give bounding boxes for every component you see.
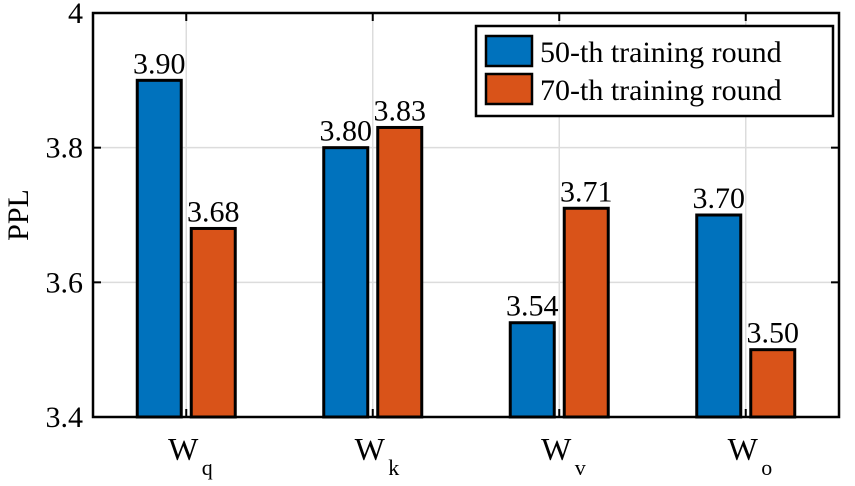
data-label: 3.83 (374, 94, 427, 127)
bar (562, 206, 610, 419)
y-tick-label: 3.4 (46, 401, 84, 434)
x-tick-label: W (168, 431, 199, 467)
x-tick-label-subscript: v (575, 455, 586, 480)
legend-swatch (484, 72, 534, 106)
axes-box (91, 11, 841, 419)
bar (189, 226, 237, 419)
y-tick-label: 4 (68, 0, 83, 30)
x-tick-label-subscript: k (388, 455, 399, 480)
x-tick-label: W (541, 431, 572, 467)
x-tick-label: W (355, 431, 386, 467)
y-axis-label: PPL (2, 189, 35, 241)
data-label: 3.54 (506, 290, 559, 323)
legend-label: 70-th training round (540, 74, 782, 107)
legend: 50-th training round 70-th training round (474, 24, 835, 118)
y-tick-label: 3.8 (46, 132, 84, 165)
legend-box (474, 24, 835, 118)
data-labels: 3.90 3.80 3.54 3.70 3.68 3.83 3.71 3.50 (133, 47, 799, 349)
data-label: 3.68 (187, 195, 240, 228)
bar (508, 321, 556, 419)
legend-label: 50-th training round (540, 36, 782, 69)
legend-swatch (484, 34, 534, 68)
bars (135, 78, 797, 419)
data-label: 3.50 (747, 317, 800, 350)
bar (376, 125, 424, 419)
bar (135, 78, 183, 419)
data-label: 3.80 (320, 115, 373, 148)
data-label: 3.90 (133, 47, 186, 80)
data-label: 3.70 (693, 182, 746, 215)
data-label: 3.71 (560, 175, 613, 208)
x-tick-label-subscript: q (202, 455, 213, 480)
bar (322, 146, 370, 419)
x-tick-label-subscript: o (761, 455, 772, 480)
bar (695, 213, 743, 419)
bar (749, 348, 797, 419)
y-tick-label: 3.6 (46, 266, 84, 299)
x-tick-label: W (728, 431, 759, 467)
